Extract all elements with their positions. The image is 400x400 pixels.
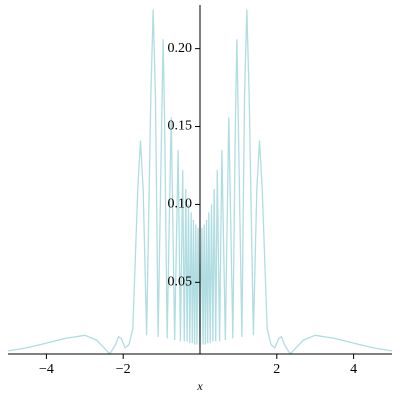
x-tick-label: 4 <box>350 362 357 377</box>
y-tick-label: 0.15 <box>168 119 193 134</box>
x-tick-label: 2 <box>273 362 280 377</box>
y-tick-label: 0.10 <box>168 197 193 212</box>
x-axis-label: x <box>196 379 203 393</box>
y-tick-label: 0.05 <box>168 275 193 290</box>
x-tick-label: −4 <box>39 362 54 377</box>
y-tick-label: 0.20 <box>168 41 193 56</box>
x-tick-label: −2 <box>116 362 131 377</box>
